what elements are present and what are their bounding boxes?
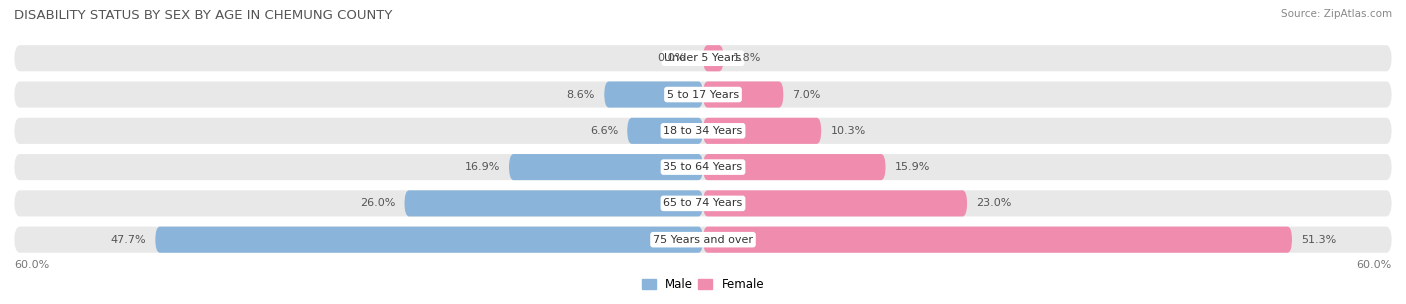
FancyBboxPatch shape [703,190,967,216]
FancyBboxPatch shape [14,81,1392,108]
FancyBboxPatch shape [155,226,703,253]
Text: 1.8%: 1.8% [733,53,761,63]
Text: 47.7%: 47.7% [111,235,146,245]
Legend: Male, Female: Male, Female [637,274,769,296]
FancyBboxPatch shape [14,154,1392,180]
FancyBboxPatch shape [605,81,703,108]
Text: 60.0%: 60.0% [1357,260,1392,270]
Text: 15.9%: 15.9% [894,162,931,172]
Text: 16.9%: 16.9% [464,162,499,172]
Text: 8.6%: 8.6% [567,90,595,99]
Text: 5 to 17 Years: 5 to 17 Years [666,90,740,99]
FancyBboxPatch shape [703,226,1292,253]
FancyBboxPatch shape [627,118,703,144]
FancyBboxPatch shape [703,45,724,71]
Text: 60.0%: 60.0% [14,260,49,270]
FancyBboxPatch shape [14,226,1392,253]
Text: DISABILITY STATUS BY SEX BY AGE IN CHEMUNG COUNTY: DISABILITY STATUS BY SEX BY AGE IN CHEMU… [14,9,392,22]
Text: 51.3%: 51.3% [1301,235,1337,245]
Text: 18 to 34 Years: 18 to 34 Years [664,126,742,136]
Text: 23.0%: 23.0% [976,199,1012,208]
FancyBboxPatch shape [703,118,821,144]
Text: 75 Years and over: 75 Years and over [652,235,754,245]
FancyBboxPatch shape [14,190,1392,216]
FancyBboxPatch shape [509,154,703,180]
Text: 26.0%: 26.0% [360,199,395,208]
Text: 65 to 74 Years: 65 to 74 Years [664,199,742,208]
Text: 35 to 64 Years: 35 to 64 Years [664,162,742,172]
Text: Source: ZipAtlas.com: Source: ZipAtlas.com [1281,9,1392,19]
FancyBboxPatch shape [14,45,1392,71]
Text: 10.3%: 10.3% [831,126,866,136]
Text: 7.0%: 7.0% [793,90,821,99]
Text: 6.6%: 6.6% [589,126,619,136]
FancyBboxPatch shape [703,154,886,180]
Text: 0.0%: 0.0% [658,53,686,63]
FancyBboxPatch shape [14,118,1392,144]
Text: Under 5 Years: Under 5 Years [665,53,741,63]
FancyBboxPatch shape [703,81,783,108]
FancyBboxPatch shape [405,190,703,216]
